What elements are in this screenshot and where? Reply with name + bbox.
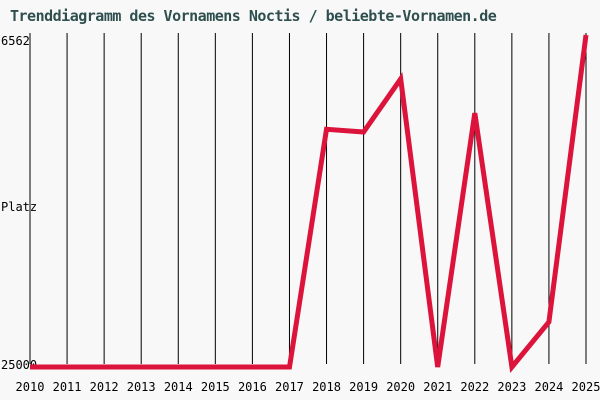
x-tick-label-2010: 2010 bbox=[16, 380, 45, 394]
x-tick-label-2025: 2025 bbox=[572, 380, 600, 394]
x-tick-label-2014: 2014 bbox=[164, 380, 193, 394]
x-tick-label-2020: 2020 bbox=[386, 380, 415, 394]
y-axis-min-label: 25000 bbox=[1, 358, 38, 372]
x-tick-label-2021: 2021 bbox=[423, 380, 452, 394]
x-tick-label-2012: 2012 bbox=[90, 380, 119, 394]
x-tick-label-2022: 2022 bbox=[460, 380, 489, 394]
x-tick-label-2011: 2011 bbox=[53, 380, 82, 394]
y-axis-title: Platz bbox=[1, 200, 38, 214]
x-tick-label-2015: 2015 bbox=[201, 380, 230, 394]
chart-title: Trenddiagramm des Vornamens Noctis / bel… bbox=[10, 7, 497, 25]
x-tick-label-2023: 2023 bbox=[497, 380, 526, 394]
trend-line bbox=[30, 34, 589, 373]
x-tick-label-2024: 2024 bbox=[534, 380, 563, 394]
x-tick-label-2016: 2016 bbox=[238, 380, 267, 394]
y-axis-max-label: 6562 bbox=[1, 34, 30, 48]
x-tick-label-2019: 2019 bbox=[349, 380, 378, 394]
x-tick-label-2017: 2017 bbox=[275, 380, 304, 394]
x-tick-label-2018: 2018 bbox=[312, 380, 341, 394]
x-tick-label-2013: 2013 bbox=[127, 380, 156, 394]
